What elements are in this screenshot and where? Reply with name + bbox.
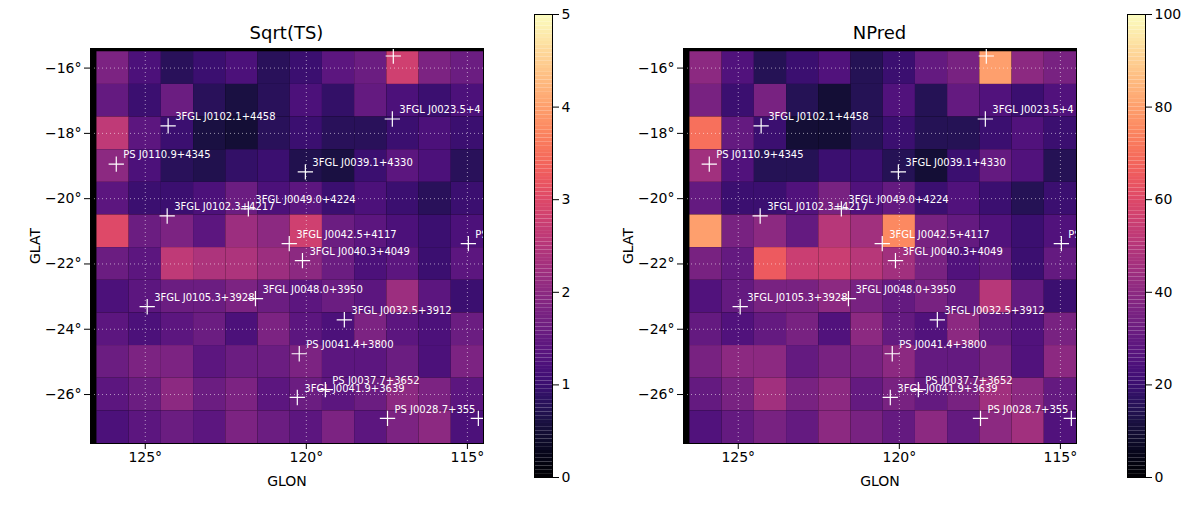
svg-text:PS J0110.9+4345: PS J0110.9+4345 — [123, 149, 210, 160]
svg-text:−26°: −26° — [45, 386, 82, 402]
svg-text:PS J0028.7+355: PS J0028.7+355 — [988, 404, 1069, 415]
svg-text:PS J0041.4+3800: PS J0041.4+3800 — [306, 339, 393, 350]
svg-text:2: 2 — [562, 284, 571, 300]
svg-text:3FGL J0041.9+3639: 3FGL J0041.9+3639 — [897, 383, 997, 394]
svg-text:−18°: −18° — [45, 125, 82, 141]
svg-text:1: 1 — [562, 376, 571, 392]
svg-text:3FGL J0032.5+3912: 3FGL J0032.5+3912 — [944, 305, 1044, 316]
svg-text:3FGL J0042.5+4117: 3FGL J0042.5+4117 — [296, 229, 396, 240]
svg-text:3FGL J0042.5+4117: 3FGL J0042.5+4117 — [889, 229, 989, 240]
svg-text:3FGL J0102.1+4458: 3FGL J0102.1+4458 — [768, 111, 868, 122]
svg-text:3FGL J0049.0+4224: 3FGL J0049.0+4224 — [848, 194, 948, 205]
svg-text:60: 60 — [1155, 191, 1173, 207]
svg-text:80: 80 — [1155, 99, 1173, 115]
svg-text:PS J0037.7+3652: PS J0037.7+3652 — [925, 374, 1013, 386]
svg-text:20: 20 — [1155, 376, 1173, 392]
svg-text:−24°: −24° — [638, 321, 675, 337]
svg-text:−26°: −26° — [638, 386, 675, 402]
svg-text:PS J0041.4+3800: PS J0041.4+3800 — [899, 339, 986, 350]
html-text:Sqrt(TS): Sqrt(TS) — [249, 22, 324, 43]
svg-text:3FGL J0105.3+3928: 3FGL J0105.3+3928 — [154, 292, 254, 303]
svg-text:−18°: −18° — [638, 125, 675, 141]
svg-text:3FGL J0040.3+4049: 3FGL J0040.3+4049 — [902, 246, 1002, 257]
svg-text:−20°: −20° — [45, 190, 82, 206]
svg-text:40: 40 — [1155, 284, 1173, 300]
svg-text:0: 0 — [1155, 469, 1164, 485]
svg-text:−16°: −16° — [45, 60, 82, 76]
svg-text:115°: 115° — [1044, 449, 1078, 465]
svg-text:3FGL J0041.9+3639: 3FGL J0041.9+3639 — [304, 383, 404, 394]
svg-text:3FGL J0102.3+4217: 3FGL J0102.3+4217 — [174, 201, 275, 213]
svg-text:115°: 115° — [451, 449, 485, 465]
svg-text:PS J0110.9+4345: PS J0110.9+4345 — [716, 149, 803, 160]
svg-text:3FGL J0039.1+4330: 3FGL J0039.1+4330 — [312, 157, 412, 168]
svg-text:GLAT: GLAT — [27, 228, 43, 264]
svg-text:−24°: −24° — [45, 321, 82, 337]
svg-text:3FGL J0048.0+3950: 3FGL J0048.0+3950 — [262, 284, 362, 295]
svg-text:0: 0 — [562, 469, 571, 485]
svg-text:3FGL J0102.3+4217: 3FGL J0102.3+4217 — [767, 201, 868, 213]
svg-text:PS: PS — [1068, 229, 1080, 240]
svg-text:PS J0028.7+355: PS J0028.7+355 — [395, 404, 476, 415]
svg-text:3FGL J0040.3+4049: 3FGL J0040.3+4049 — [309, 246, 409, 257]
svg-text:100: 100 — [1155, 6, 1182, 22]
svg-text:5: 5 — [562, 6, 571, 22]
svg-text:PS J0037.7+3652: PS J0037.7+3652 — [332, 374, 420, 386]
svg-text:3FGL J0048.0+3950: 3FGL J0048.0+3950 — [855, 284, 955, 295]
svg-text:−16°: −16° — [638, 60, 675, 76]
svg-text:3: 3 — [562, 191, 571, 207]
svg-text:125°: 125° — [128, 449, 162, 465]
svg-text:3FGL J0023.5+4: 3FGL J0023.5+4 — [992, 104, 1073, 115]
svg-text:GLAT: GLAT — [620, 228, 636, 264]
svg-text:3FGL J0032.5+3912: 3FGL J0032.5+3912 — [351, 305, 451, 316]
html-text:NPred: NPred — [852, 22, 907, 43]
svg-text:GLON: GLON — [267, 473, 307, 489]
svg-text:−20°: −20° — [638, 190, 675, 206]
svg-text:3FGL J0102.1+4458: 3FGL J0102.1+4458 — [175, 111, 275, 122]
svg-text:GLON: GLON — [860, 473, 900, 489]
svg-text:4: 4 — [562, 99, 571, 115]
svg-text:−22°: −22° — [45, 255, 82, 271]
svg-text:120°: 120° — [289, 449, 323, 465]
svg-text:PS: PS — [475, 229, 487, 240]
svg-text:3FGL J0039.1+4330: 3FGL J0039.1+4330 — [905, 157, 1005, 168]
svg-text:120°: 120° — [882, 449, 916, 465]
svg-text:3FGL J0049.0+4224: 3FGL J0049.0+4224 — [255, 194, 355, 205]
svg-text:125°: 125° — [721, 449, 755, 465]
svg-text:3FGL J0023.5+4: 3FGL J0023.5+4 — [399, 104, 480, 115]
svg-text:3FGL J0105.3+3928: 3FGL J0105.3+3928 — [747, 292, 847, 303]
svg-text:−22°: −22° — [638, 255, 675, 271]
